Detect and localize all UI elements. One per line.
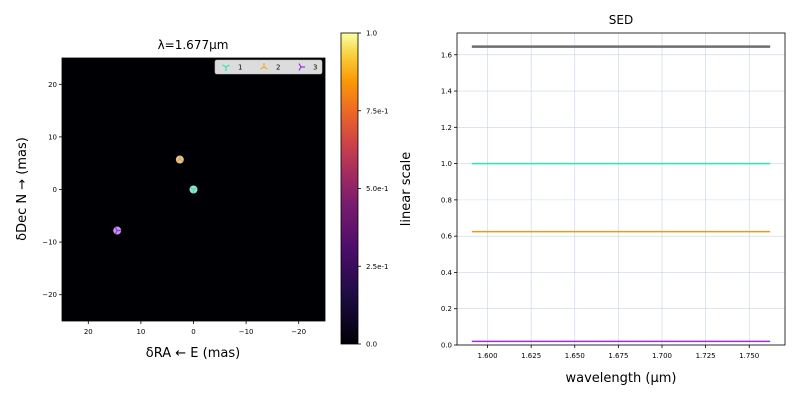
sed-x-tick-label: 1.750	[739, 352, 759, 360]
image-x-tick-label: −20	[291, 328, 306, 336]
image-x-tick-label: 20	[84, 328, 93, 336]
legend-marker-3	[298, 63, 305, 71]
sed-y-tick-label: 1.6	[441, 51, 453, 59]
sed-y-tick-label: 0.6	[441, 233, 453, 241]
sed-plot-area	[457, 33, 785, 345]
sed-y-tick-label: 1.0	[441, 160, 452, 168]
sed-title: SED	[609, 13, 633, 27]
source-marker-3	[114, 226, 122, 235]
image-x-tick-label: 10	[136, 328, 145, 336]
image-y-tick-label: −10	[42, 239, 57, 247]
colorbar-tick-label: 7.5e-1	[366, 107, 388, 115]
image-y-tick-label: −20	[42, 291, 57, 299]
colorbar-gradient	[340, 32, 359, 345]
legend-label-1: 1	[238, 64, 242, 72]
sed-y-tick-label: 0.2	[441, 305, 452, 313]
sed-x-tick-label: 1.700	[652, 352, 672, 360]
sed-y-tick-label: 0.4	[441, 269, 453, 277]
image-x-tick-label: −10	[239, 328, 254, 336]
sed-y-tick-label: 1.4	[441, 88, 453, 96]
sed-x-tick-label: 1.725	[696, 352, 716, 360]
colorbar-tick-label: 1.0	[366, 30, 377, 38]
image-x-tick-label: 0	[191, 328, 195, 336]
colorbar-tick-label: 0.0	[366, 341, 377, 349]
legend-label-3: 3	[313, 64, 317, 72]
sed-x-tick-label: 1.650	[565, 352, 585, 360]
image-panel: λ=1.677μm 20 10 0 −10 −20 20 10 0 −10 −20 δRA ← …	[15, 38, 326, 361]
sed-x-ticks: 1.600 1.625 1.650 1.675 1.700 1.725 1.750	[478, 345, 759, 360]
sed-y-tick-label: 0.0	[441, 342, 452, 350]
sed-x-tick-label: 1.625	[521, 352, 541, 360]
image-x-ticks: 20 10 0 −10 −20	[84, 321, 306, 336]
sed-x-label: wavelength (μm)	[566, 371, 677, 386]
legend: 1 2 3	[214, 59, 323, 75]
image-y-tick-label: 10	[48, 133, 57, 141]
legend-label-2: 2	[276, 64, 280, 72]
sed-frame	[456, 32, 786, 346]
sed-y-ticks: 0.0 0.2 0.4 0.6 0.8 1.0 1.2 1.4 1.6	[441, 51, 457, 350]
sed-y-tick-label: 1.2	[441, 124, 452, 132]
sed-y-tick-label: 0.8	[441, 196, 452, 204]
colorbar-label: linear scale	[399, 152, 414, 226]
image-y-tick-label: 20	[48, 81, 57, 89]
colorbar: 0.0 2.5e-1 5.0e-1 7.5e-1 1.0 linear scale	[340, 30, 414, 349]
image-x-label: δRA ← E (mas)	[146, 346, 240, 361]
image-y-label: δDec N → (mas)	[15, 137, 30, 241]
colorbar-ticks: 0.0 2.5e-1 5.0e-1 7.5e-1 1.0	[358, 30, 388, 349]
colorbar-tick-label: 2.5e-1	[366, 263, 388, 271]
image-y-ticks: 20 10 0 −10 −20	[42, 81, 62, 299]
sed-x-tick-label: 1.675	[608, 352, 628, 360]
image-y-tick-label: 0	[53, 186, 57, 194]
legend-marker-2	[260, 63, 268, 70]
sed-lines	[471, 45, 771, 343]
source-marker-2	[176, 155, 184, 163]
legend-marker-1	[222, 64, 230, 71]
colorbar-tick-label: 5.0e-1	[366, 185, 388, 193]
source-marker-1	[189, 186, 198, 194]
sed-panel: SED 1.600 1.625 1.650 1.675 1.700 1.725 1.750 …	[441, 13, 786, 386]
legend-box	[214, 59, 323, 75]
image-title: λ=1.677μm	[158, 38, 229, 52]
sed-x-tick-label: 1.600	[478, 352, 498, 360]
source-markers	[114, 155, 198, 235]
